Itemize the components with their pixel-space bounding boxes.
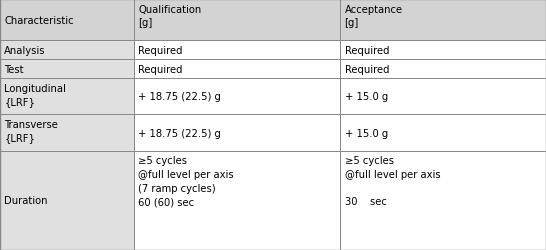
Text: ≥5 cycles
@full level per axis
(7 ramp cycles)
60 (60) sec: ≥5 cycles @full level per axis (7 ramp c… bbox=[138, 156, 234, 206]
Bar bbox=[340, 151, 546, 250]
Bar bbox=[134, 79, 340, 115]
Text: + 18.75 (22.5) g: + 18.75 (22.5) g bbox=[138, 92, 221, 102]
Bar bbox=[134, 151, 340, 250]
Text: Analysis: Analysis bbox=[4, 46, 46, 56]
Bar bbox=[134, 60, 340, 79]
Text: Longitudinal
{LRF}: Longitudinal {LRF} bbox=[4, 83, 66, 107]
Text: Acceptance
[g]: Acceptance [g] bbox=[345, 4, 402, 28]
Bar bbox=[340, 60, 546, 79]
Text: Duration: Duration bbox=[4, 196, 48, 205]
Text: + 15.0 g: + 15.0 g bbox=[345, 128, 388, 138]
Text: + 15.0 g: + 15.0 g bbox=[345, 92, 388, 102]
Bar bbox=[340, 115, 546, 151]
Bar bbox=[340, 79, 546, 115]
Text: ≥5 cycles
@full level per axis

30    sec: ≥5 cycles @full level per axis 30 sec bbox=[345, 156, 440, 206]
Text: Test: Test bbox=[4, 64, 24, 74]
Bar bbox=[0, 0, 134, 41]
Text: + 18.75 (22.5) g: + 18.75 (22.5) g bbox=[138, 128, 221, 138]
Bar bbox=[0, 151, 134, 250]
Text: Characteristic: Characteristic bbox=[4, 16, 74, 26]
Bar bbox=[340, 0, 546, 41]
Text: Qualification
[g]: Qualification [g] bbox=[138, 4, 201, 28]
Bar bbox=[134, 0, 340, 41]
Bar bbox=[0, 60, 134, 79]
Text: Required: Required bbox=[138, 46, 183, 56]
Text: Transverse
{LRF}: Transverse {LRF} bbox=[4, 120, 58, 143]
Text: Required: Required bbox=[345, 64, 389, 74]
Text: Required: Required bbox=[138, 64, 183, 74]
Bar bbox=[0, 41, 134, 60]
Bar bbox=[0, 79, 134, 115]
Text: Required: Required bbox=[345, 46, 389, 56]
Bar bbox=[340, 41, 546, 60]
Bar bbox=[134, 41, 340, 60]
Bar bbox=[0, 115, 134, 151]
Bar bbox=[134, 115, 340, 151]
